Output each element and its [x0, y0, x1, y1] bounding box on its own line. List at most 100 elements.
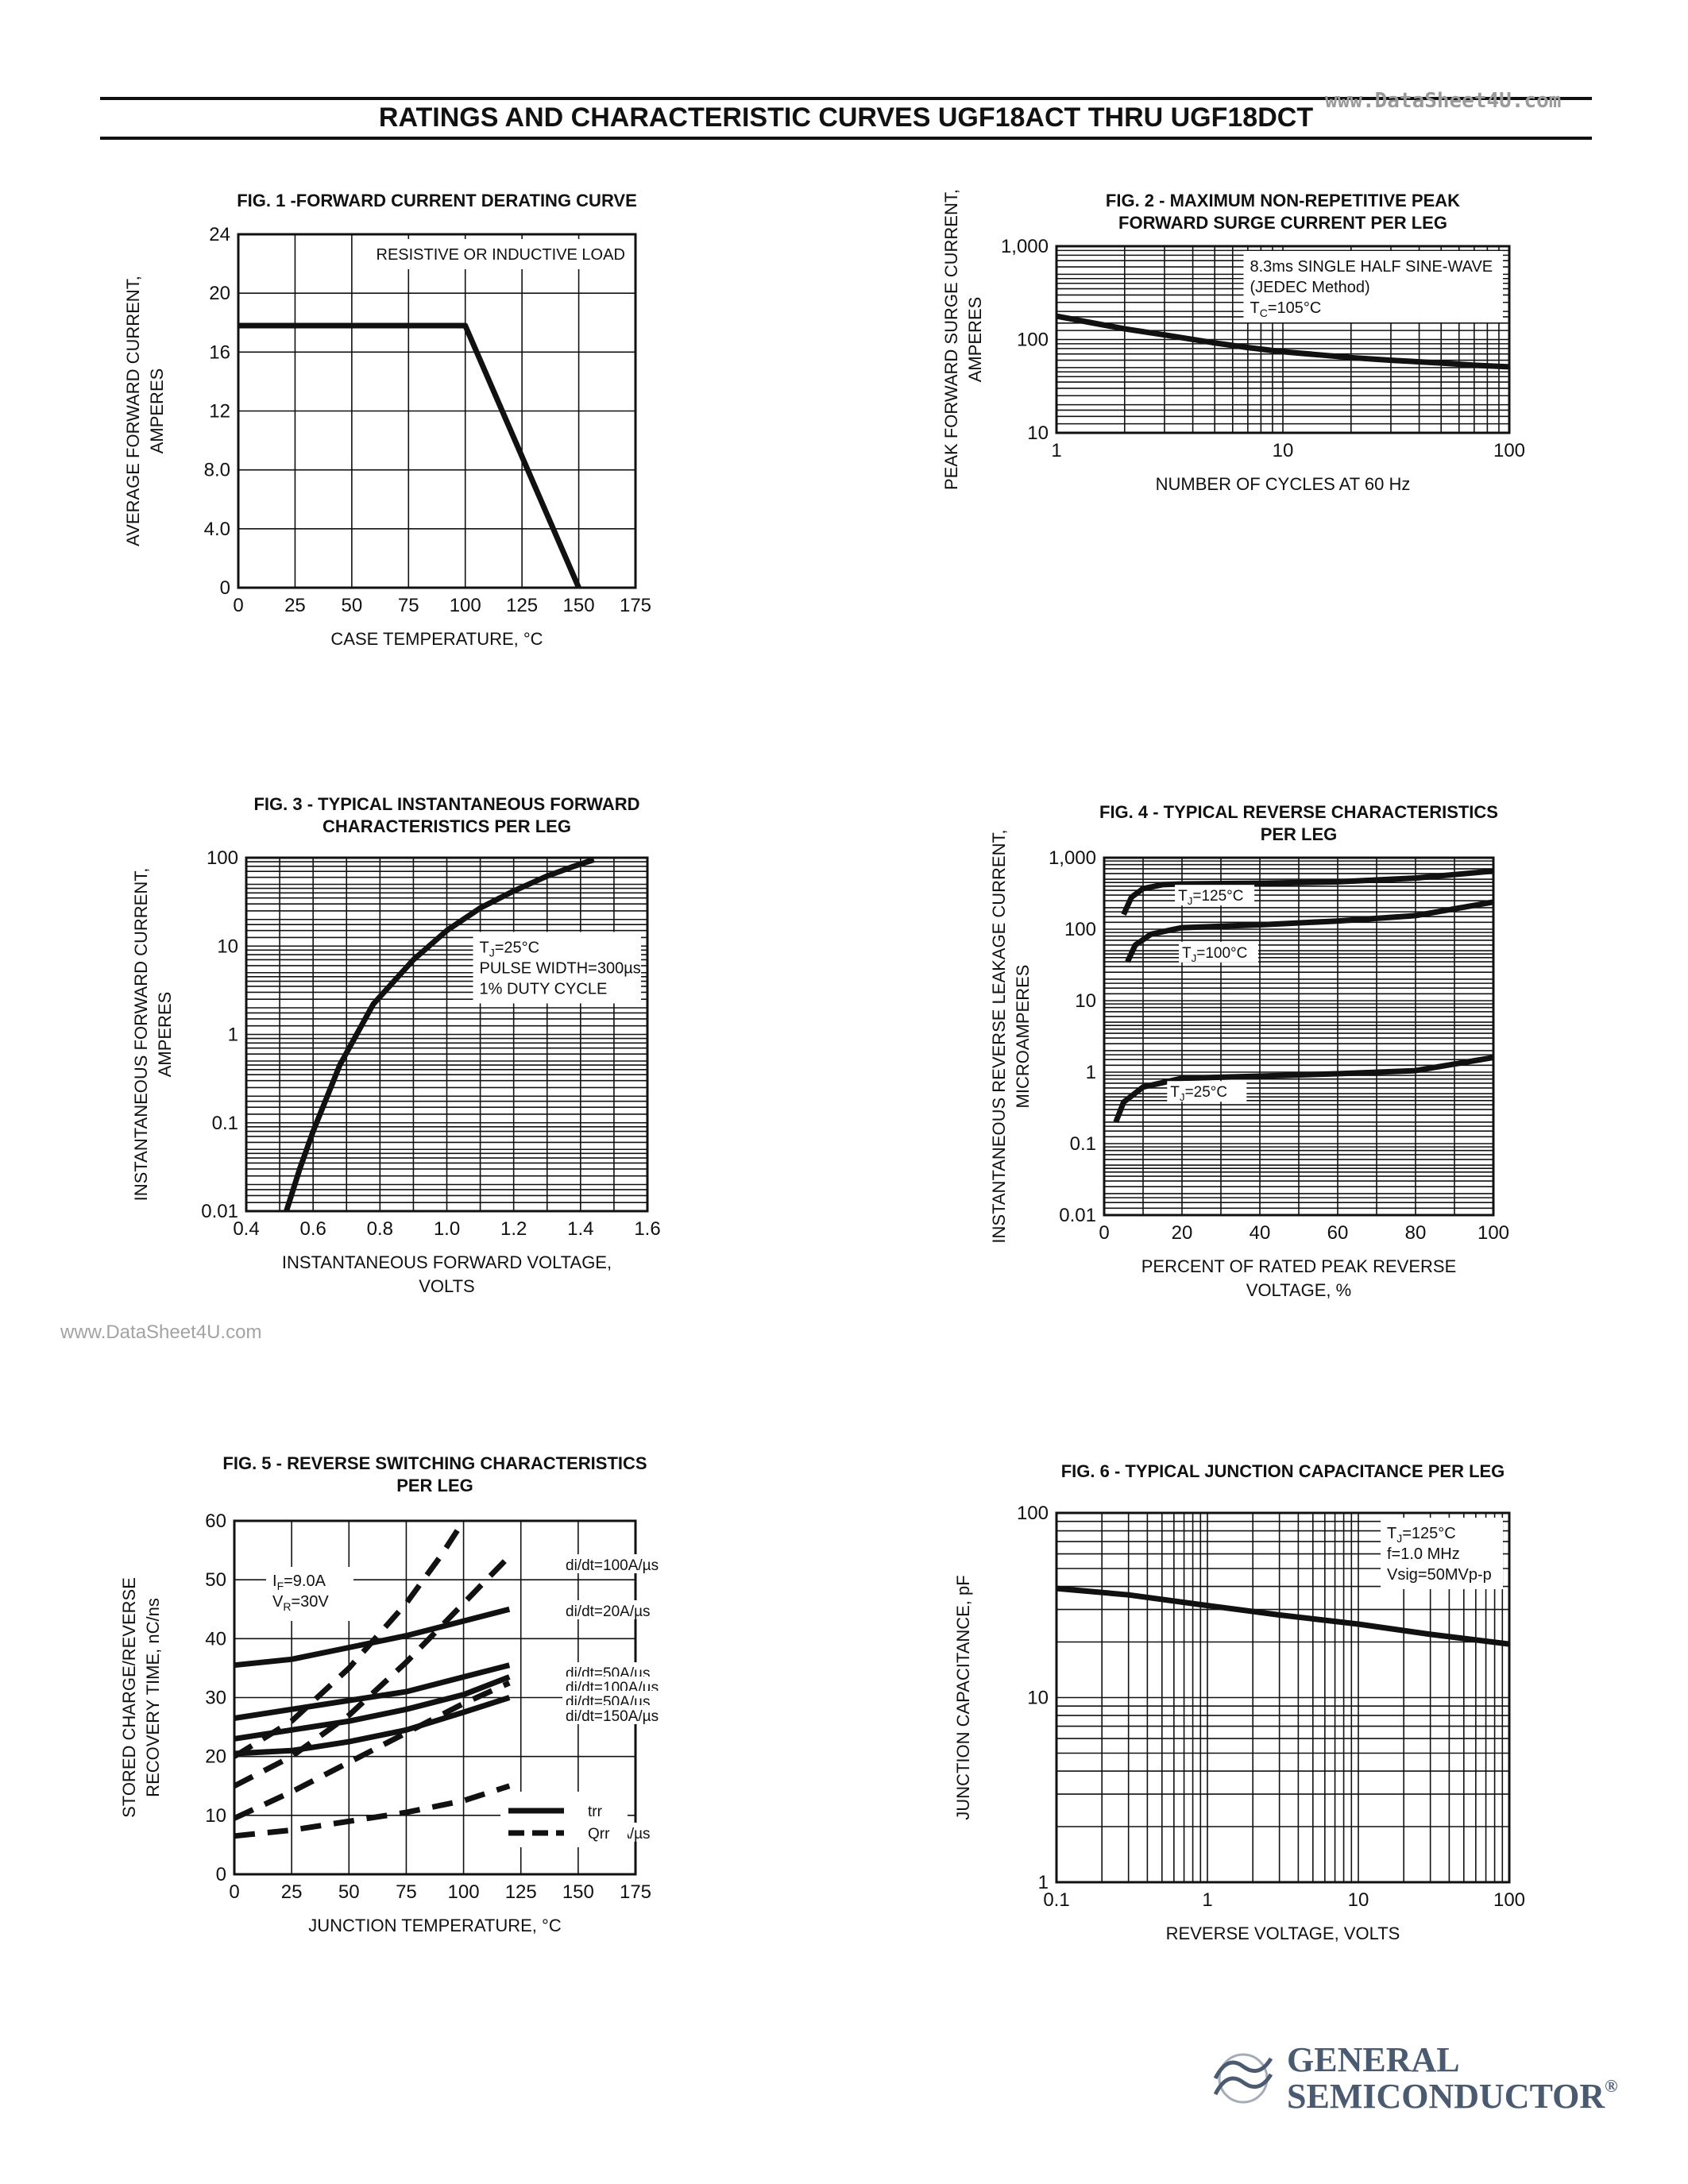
chart-title: FIG. 1 -FORWARD CURRENT DERATING CURVE [237, 191, 637, 210]
x-tick-label: 1.2 [500, 1218, 527, 1240]
company-logo: GENERAL SEMICONDUCTOR® [1207, 2035, 1618, 2122]
annotation-box [1243, 251, 1503, 322]
x-tick-label: 150 [563, 595, 595, 616]
x-tick-label: 150 [562, 1881, 594, 1903]
sub-letter: J [489, 946, 495, 959]
chart-fig5: FIG. 5 - REVERSE SWITCHING CHARACTERISTI… [119, 1453, 666, 1935]
annotation-text: TJ=125°C [1387, 1525, 1456, 1545]
series-label: di/dt=20A/µs [566, 1603, 651, 1620]
x-tick-label: 0.1 [1043, 1889, 1069, 1911]
y-tick-label: 0.01 [1059, 1205, 1096, 1226]
legend-label: Qrr [588, 1826, 610, 1843]
series-line [1113, 1055, 1494, 1124]
label-bg [562, 1600, 666, 1619]
series-label: TJ=100°C [1182, 945, 1247, 964]
sub-rest: =25°C [495, 939, 539, 956]
y-axis-label: MICROAMPERES [1013, 965, 1033, 1109]
chart-fig1: FIG. 1 -FORWARD CURRENT DERATING CURVE 0 2… [123, 191, 651, 649]
sub-rest: =105°C [1268, 299, 1322, 317]
x-tick-label: 25 [281, 1881, 303, 1903]
annotation-box [473, 932, 641, 1004]
y-tick-label: 8.0 [204, 460, 230, 481]
y-tick-label: 10 [1027, 423, 1049, 444]
annotation-text: Vsig=50MVp-p [1387, 1566, 1492, 1584]
series-label: di/dt=150A/µs [566, 1708, 659, 1725]
series-line [284, 857, 595, 1213]
chart-title: CHARACTERISTICS PER LEG [323, 816, 571, 836]
label-bg [562, 1705, 666, 1724]
sub-base: T [1178, 888, 1188, 905]
x-tick-label: 0.8 [367, 1218, 393, 1240]
x-axis-label: INSTANTANEOUS FORWARD VOLTAGE, [282, 1252, 612, 1272]
chart-title: FIG. 6 - TYPICAL JUNCTION CAPACITANCE PE… [1061, 1461, 1505, 1481]
sub-rest: =30V [291, 1593, 329, 1611]
x-tick-label: 125 [506, 595, 538, 616]
x-tick-label: 1.6 [634, 1218, 660, 1240]
plot-frame [1055, 245, 1511, 434]
y-axis-label: INSTANTANEOUS FORWARD CURRENT, [131, 868, 151, 1202]
sub-base: V [272, 1593, 284, 1611]
condition-text: VR=30V [272, 1593, 329, 1613]
sub-rest: =125°C [1192, 888, 1243, 905]
annotation-text: 1% DUTY CYCLE [480, 980, 608, 997]
legend-label: trr [588, 1804, 603, 1820]
sub-base: T [1250, 299, 1260, 317]
y-tick-label: 1,000 [1049, 847, 1096, 869]
plot-frame [237, 233, 637, 589]
x-tick-label: 175 [620, 595, 651, 616]
y-tick-label: 10 [1075, 990, 1096, 1012]
x-tick-label: 75 [396, 1881, 417, 1903]
annotation-box [369, 239, 629, 269]
sub-base: T [1170, 1084, 1180, 1101]
series-line [234, 1783, 511, 1839]
y-tick-label: 10 [1027, 1688, 1049, 1709]
y-tick-label: 0.1 [1070, 1133, 1096, 1155]
registered-mark: ® [1605, 2076, 1618, 2096]
y-tick-label: 40 [205, 1628, 226, 1650]
y-tick-label: 60 [205, 1511, 226, 1532]
x-axis-label: VOLTS [419, 1276, 475, 1296]
chart-fig6: FIG. 6 - TYPICAL JUNCTION CAPACITANCE PE… [953, 1461, 1525, 1943]
y-tick-label: 100 [1017, 1503, 1049, 1524]
annotation-text: TC=105°C [1250, 299, 1322, 319]
chart-title: PER LEG [1261, 824, 1338, 844]
series-line [234, 1695, 511, 1757]
logo-line2: SEMICONDUCTOR® [1287, 2076, 1618, 2116]
label-bg [1175, 885, 1255, 906]
label-bg [562, 1554, 666, 1573]
y-tick-label: 4.0 [204, 519, 230, 540]
series-label: TJ=25°C [1170, 1084, 1227, 1103]
x-tick-label: 20 [1172, 1222, 1193, 1244]
plot-frame [245, 856, 649, 1213]
chart-fig2: FIG. 2 - MAXIMUM NON-REPETITIVE PEAK FORW… [941, 189, 1525, 494]
plot-frame [1055, 1511, 1511, 1884]
y-tick-label: 0.01 [201, 1201, 238, 1222]
series-line [1125, 899, 1494, 963]
chart-title: FIG. 5 - REVERSE SWITCHING CHARACTERISTI… [222, 1453, 647, 1473]
series-line [234, 1662, 511, 1721]
x-tick-label: 0 [1099, 1222, 1109, 1244]
x-axis-label: NUMBER OF CYCLES AT 60 Hz [1156, 474, 1411, 494]
series-line [233, 1680, 511, 1821]
x-tick-label: 40 [1250, 1222, 1271, 1244]
sub-letter: J [1192, 952, 1197, 964]
y-axis-label: AMPERES [147, 369, 167, 454]
y-tick-label: 1,000 [1001, 236, 1049, 257]
y-tick-label: 100 [1017, 330, 1049, 351]
x-tick-label: 100 [1493, 1889, 1525, 1911]
logo-line1: GENERAL [1287, 2040, 1460, 2079]
chart-fig3: FIG. 3 - TYPICAL INSTANTANEOUS FORWARDCH… [131, 794, 661, 1296]
sub-base: T [1182, 945, 1192, 962]
series-line [1056, 1585, 1510, 1647]
x-tick-label: 100 [1493, 440, 1525, 461]
label-bg [1179, 941, 1258, 963]
y-tick-label: 10 [205, 1805, 226, 1827]
series-label: di/dt=100A/µs [566, 1557, 659, 1574]
grid [238, 234, 635, 588]
series-line [234, 1606, 511, 1669]
y-tick-label: 0 [216, 1864, 226, 1885]
chart-title: PER LEG [396, 1476, 473, 1495]
sub-rest: =25°C [1185, 1084, 1228, 1101]
y-tick-label: 16 [209, 341, 230, 363]
legend-bg [500, 1792, 628, 1847]
